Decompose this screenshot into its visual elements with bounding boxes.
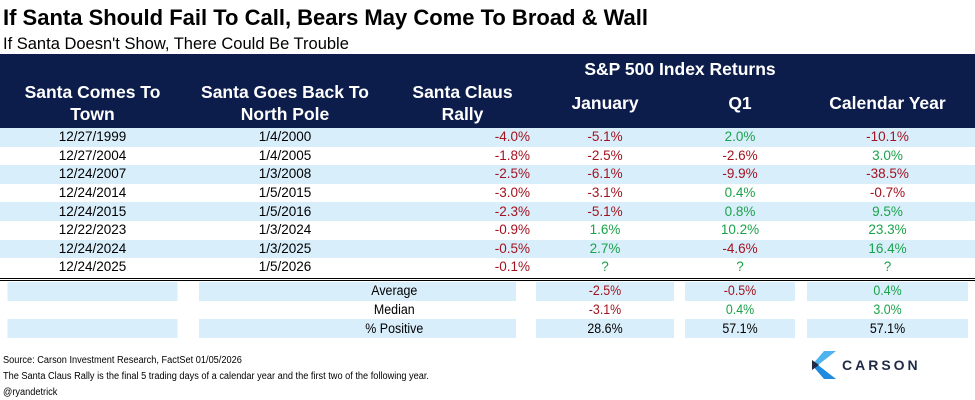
cell-rally: -0.1% xyxy=(494,259,530,275)
cell-rally: -3.0% xyxy=(494,185,530,201)
cell-end-date: 1/4/2000 xyxy=(185,128,385,147)
col-header-january: January xyxy=(571,93,639,113)
footer-handle: @ryandetrick xyxy=(3,387,58,398)
summary-spacer xyxy=(7,301,177,320)
cell-january: -3.1% xyxy=(587,185,623,201)
cell-start-date: 12/24/2015 xyxy=(0,202,185,221)
cell-end-date: 1/4/2005 xyxy=(258,147,312,163)
page-subtitle: If Santa Doesn't Show, There Could Be Tr… xyxy=(3,35,349,53)
group-header-sp500: S&P 500 Index Returns xyxy=(584,59,776,79)
table-row: 12/24/2025 1/5/2026 -0.1%??? xyxy=(0,258,975,277)
cell-q1: ? xyxy=(736,259,744,275)
table-row: 12/27/1999 1/4/2000 -4.0% -5.1% 2.0% -10.1% xyxy=(0,128,975,147)
cell-rally: -2.3% xyxy=(385,202,530,221)
cell-calendar-year: 3.0% xyxy=(872,147,903,163)
table-row: 12/22/2023 1/3/2024 -0.9% 1.6% 10.2% 23.3% xyxy=(0,221,975,240)
cell-calendar-year: -10.1% xyxy=(800,128,975,147)
summary-q1: 0.4% xyxy=(725,302,755,318)
summary-year: 3.0% xyxy=(873,302,902,318)
table-header: S&P 500 Index Returns Santa Comes To Town… xyxy=(0,54,975,128)
table-row: 12/27/2004 1/4/2005 -1.8% -2.5% -2.6% 3.0% xyxy=(0,147,975,166)
cell-q1: -2.6% xyxy=(722,147,758,163)
cell-calendar-year: -38.5% xyxy=(800,165,975,184)
summary-table: Average -2.5% -0.5% 0.4% Median -3.1% 0.4% 3.0%… xyxy=(0,282,975,339)
summary-year: 0.4% xyxy=(807,282,969,301)
col-header-q1: Q1 xyxy=(728,93,752,113)
cell-start-date: 12/27/2004 xyxy=(58,147,127,163)
cell-start-date: 12/24/2024 xyxy=(0,239,185,259)
footer-source: Source: Carson Investment Research, Fact… xyxy=(3,355,242,366)
col-header-start: Santa Comes To Town xyxy=(24,82,161,124)
cell-calendar-year: ? xyxy=(883,259,892,275)
cell-january: 2.7% xyxy=(530,239,680,259)
cell-start-date: 12/24/2007 xyxy=(0,165,185,184)
returns-table: 12/27/1999 1/4/2000 -4.0% -5.1% 2.0% -10.1% 12… xyxy=(0,128,975,277)
cell-start-date: 12/22/2023 xyxy=(58,222,127,238)
cell-rally: -0.5% xyxy=(385,239,530,259)
footer-note: The Santa Claus Rally is the final 5 tra… xyxy=(3,371,430,382)
cell-calendar-year: -0.7% xyxy=(869,185,906,201)
cell-rally: -1.8% xyxy=(494,147,530,163)
summary-january: -2.5% xyxy=(536,282,675,301)
cell-rally: -0.9% xyxy=(494,222,530,238)
cell-january: ? xyxy=(601,259,609,275)
page-title: If Santa Should Fail To Call, Bears May … xyxy=(3,5,649,30)
summary-row: % Positive 28.6% 57.1% 57.1% xyxy=(0,319,975,339)
cell-rally: -2.5% xyxy=(385,165,530,184)
cell-january: -6.1% xyxy=(530,165,680,184)
col-header-end: Santa Goes Back To North Pole xyxy=(201,82,369,124)
cell-january: 1.6% xyxy=(589,222,621,238)
table-row: 12/24/2024 1/3/2025 -0.5% 2.7% -4.6% 16.4% xyxy=(0,239,975,259)
cell-calendar-year: 16.4% xyxy=(800,239,975,259)
cell-calendar-year: 9.5% xyxy=(800,202,975,221)
summary-january: 28.6% xyxy=(536,319,675,339)
cell-rally: -4.0% xyxy=(385,128,530,147)
summary-spacer xyxy=(7,282,178,301)
summary-year: 57.1% xyxy=(807,319,969,339)
cell-january: -2.5% xyxy=(587,147,623,163)
cell-end-date: 1/3/2024 xyxy=(258,222,312,238)
col-header-rally: Santa Claus Rally xyxy=(412,82,513,124)
cell-calendar-year: 23.3% xyxy=(868,222,907,238)
cell-end-date: 1/5/2015 xyxy=(258,185,312,201)
summary-label: Median xyxy=(373,302,415,318)
cell-start-date: 12/24/2025 xyxy=(58,259,127,275)
cell-start-date: 12/27/1999 xyxy=(0,128,185,147)
cell-end-date: 1/3/2025 xyxy=(185,239,385,259)
table-row: 12/24/2007 1/3/2008 -2.5% -6.1% -9.9% -38.5% xyxy=(0,165,975,184)
table-row: 12/24/2014 1/5/2015 -3.0% -3.1% 0.4% -0.7% xyxy=(0,184,975,203)
cell-q1: 2.0% xyxy=(680,128,800,147)
cell-end-date: 1/5/2016 xyxy=(185,202,385,221)
cell-end-date: 1/5/2026 xyxy=(258,259,312,275)
cell-q1: 0.4% xyxy=(724,185,756,201)
summary-row: Average -2.5% -0.5% 0.4% xyxy=(0,282,975,301)
cell-q1: 10.2% xyxy=(720,222,760,238)
col-header-calendar-year: Calendar Year xyxy=(829,93,946,113)
summary-divider xyxy=(0,278,975,281)
cell-q1: -9.9% xyxy=(680,165,800,184)
summary-row: Median -3.1% 0.4% 3.0% xyxy=(0,301,975,320)
carson-chevron-icon xyxy=(812,351,836,379)
cell-q1: -4.6% xyxy=(680,239,800,259)
summary-q1: -0.5% xyxy=(684,282,796,301)
cell-end-date: 1/3/2008 xyxy=(185,165,385,184)
carson-logo-text: CARSON xyxy=(842,357,921,373)
cell-q1: 0.8% xyxy=(680,202,800,221)
summary-label: Average xyxy=(198,282,517,301)
table-row: 12/24/2015 1/5/2016 -2.3% -5.1% 0.8% 9.5% xyxy=(0,202,975,221)
cell-january: -5.1% xyxy=(530,202,680,221)
summary-q1: 57.1% xyxy=(684,319,796,339)
cell-start-date: 12/24/2014 xyxy=(58,185,127,201)
summary-january: -3.1% xyxy=(588,302,622,318)
summary-spacer xyxy=(7,319,178,339)
summary-label: % Positive xyxy=(198,319,517,339)
carson-logo: CARSON xyxy=(810,350,940,380)
cell-january: -5.1% xyxy=(530,128,680,147)
